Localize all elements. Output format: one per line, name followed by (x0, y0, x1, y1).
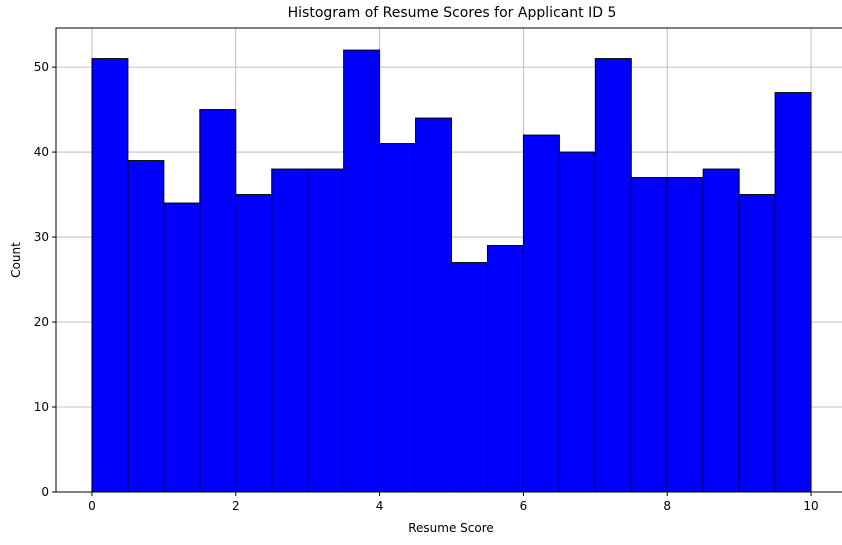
histogram-bar (451, 262, 488, 493)
y-tick-label: 10 (34, 400, 49, 414)
x-tick-label: 6 (520, 499, 528, 513)
y-tick-label: 50 (34, 60, 49, 74)
y-axis-ticks: 0 10 20 30 40 50 (34, 60, 56, 499)
histogram-bar (738, 194, 776, 493)
histogram-bar (91, 58, 129, 493)
x-tick-label: 4 (376, 499, 384, 513)
x-axis-ticks: 0 2 4 6 8 10 (88, 492, 819, 513)
histogram-bar (271, 168, 309, 493)
histogram-bar (522, 134, 560, 493)
histogram-bar (127, 160, 165, 493)
y-tick-label: 20 (34, 315, 49, 329)
x-tick-label: 0 (88, 499, 96, 513)
histogram-bar (379, 143, 417, 493)
histogram-bar (594, 58, 632, 493)
histogram-bar (558, 151, 596, 493)
histogram-bar (163, 202, 201, 493)
histogram-bar (630, 177, 668, 493)
histogram-bar (235, 194, 273, 493)
y-tick-label: 0 (41, 485, 49, 499)
histogram-bar (702, 168, 740, 493)
plot-area-frame (55, 27, 842, 493)
histogram-bar (307, 168, 345, 493)
x-tick-label: 8 (663, 499, 671, 513)
histogram-bars (91, 49, 812, 493)
histogram-bar (774, 92, 812, 493)
histogram-bar (666, 177, 704, 493)
y-axis-label: Count (9, 242, 23, 278)
histogram-bar (343, 49, 381, 493)
chart-title: Histogram of Resume Scores for Applicant… (288, 5, 617, 21)
histogram-bar (486, 245, 524, 493)
histogram-bar (199, 109, 237, 493)
x-tick-label: 2 (232, 499, 240, 513)
y-tick-label: 40 (34, 145, 49, 159)
y-tick-label: 30 (34, 230, 49, 244)
x-axis-label: Resume Score (408, 521, 494, 535)
x-tick-label: 10 (803, 499, 818, 513)
histogram-bar (415, 117, 452, 493)
